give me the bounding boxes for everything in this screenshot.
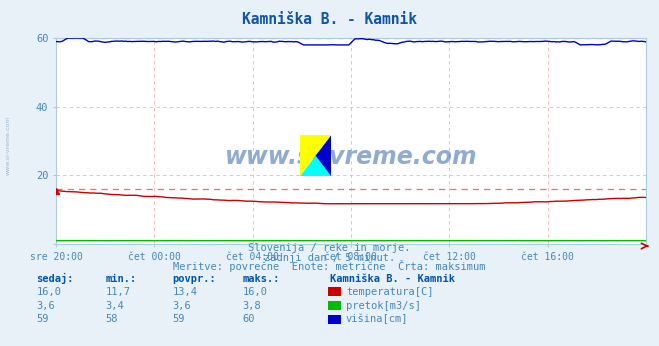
Text: Kamniška B. - Kamnik: Kamniška B. - Kamnik xyxy=(330,274,455,284)
Text: 3,6: 3,6 xyxy=(36,301,55,311)
Text: 59: 59 xyxy=(173,315,185,325)
Text: 3,4: 3,4 xyxy=(105,301,124,311)
Text: 3,8: 3,8 xyxy=(243,301,261,311)
Text: 60: 60 xyxy=(243,315,255,325)
Polygon shape xyxy=(300,135,331,176)
Text: Kamniška B. - Kamnik: Kamniška B. - Kamnik xyxy=(242,12,417,27)
Polygon shape xyxy=(300,135,331,176)
Text: maks.:: maks.: xyxy=(243,274,280,284)
Text: Slovenija / reke in morje.: Slovenija / reke in morje. xyxy=(248,243,411,253)
Text: 3,6: 3,6 xyxy=(173,301,191,311)
Text: www.si-vreme.com: www.si-vreme.com xyxy=(6,116,11,175)
Text: 11,7: 11,7 xyxy=(105,287,130,297)
Text: 16,0: 16,0 xyxy=(243,287,268,297)
Text: pretok[m3/s]: pretok[m3/s] xyxy=(346,301,421,311)
Text: 59: 59 xyxy=(36,315,49,325)
Text: www.si-vreme.com: www.si-vreme.com xyxy=(225,145,477,170)
Text: sedaj:: sedaj: xyxy=(36,273,74,284)
Text: višina[cm]: višina[cm] xyxy=(346,314,409,325)
Polygon shape xyxy=(316,135,331,176)
Text: 58: 58 xyxy=(105,315,118,325)
Text: povpr.:: povpr.: xyxy=(173,274,216,284)
Text: 16,0: 16,0 xyxy=(36,287,61,297)
Text: zadnji dan / 5 minut.: zadnji dan / 5 minut. xyxy=(264,253,395,263)
Text: min.:: min.: xyxy=(105,274,136,284)
Text: Meritve: povrečne  Enote: metrične  Črta: maksimum: Meritve: povrečne Enote: metrične Črta: … xyxy=(173,260,486,272)
Text: temperatura[C]: temperatura[C] xyxy=(346,287,434,297)
Text: 13,4: 13,4 xyxy=(173,287,198,297)
